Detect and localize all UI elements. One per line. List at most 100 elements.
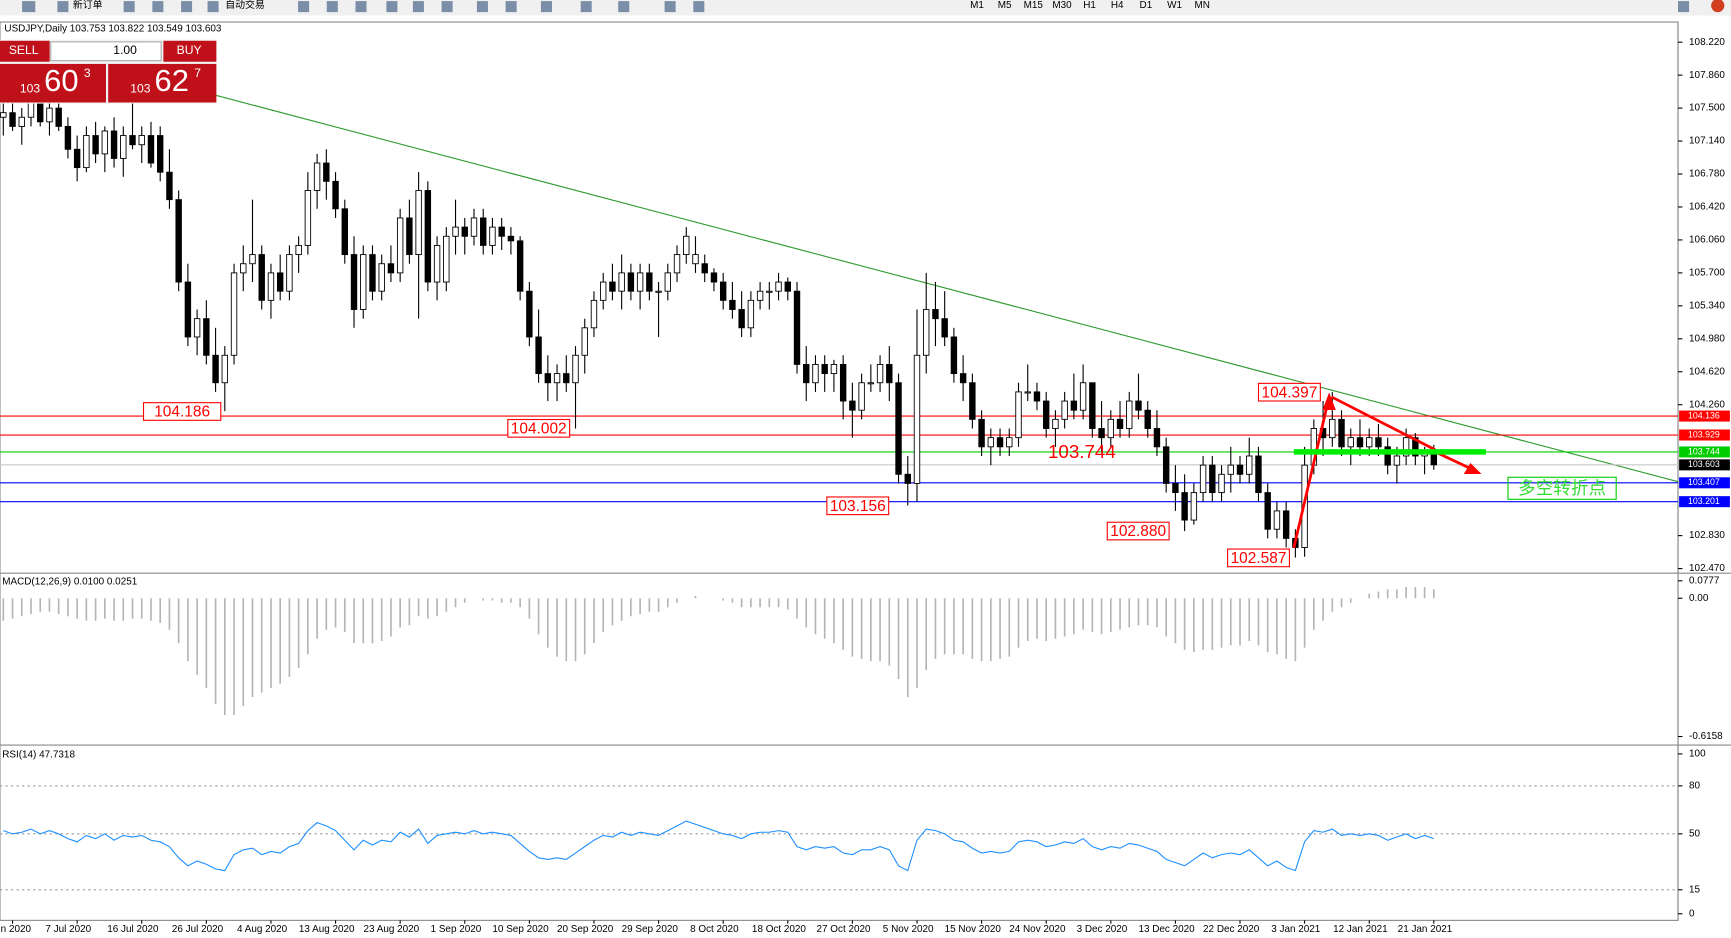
x-tick-label: 27 Oct 2020 (817, 924, 872, 935)
lot-input[interactable] (50, 41, 162, 62)
candle-body (1199, 464, 1207, 494)
auto-trading-button[interactable]: 自动交易 (225, 0, 265, 11)
candle-body (341, 208, 348, 256)
candle-body (1116, 418, 1124, 429)
candle-body (1218, 473, 1225, 494)
toolbar-icons (22, 0, 1725, 13)
candle-body (572, 354, 579, 384)
candle-body (655, 290, 662, 293)
candle-body (563, 373, 570, 384)
level-tag (1679, 496, 1730, 508)
candle-body (18, 116, 25, 127)
candle-body (839, 363, 847, 402)
candle-body (166, 171, 173, 201)
y-tick-label: 104.620 (1689, 366, 1725, 377)
timeframe-button[interactable]: M30 (1052, 0, 1072, 11)
new-order-button[interactable]: 新订单 (73, 0, 103, 11)
candle-body (627, 272, 635, 292)
candle-body (276, 272, 284, 292)
candle-body (1366, 437, 1373, 448)
bid-box[interactable] (0, 63, 106, 103)
candle-body (313, 162, 321, 191)
x-tick-label: 29 Sep 2020 (622, 924, 679, 935)
x-tick-label: 22 Dec 2020 (1203, 924, 1260, 935)
y-tick-label: 106.420 (1689, 202, 1725, 213)
candle-body (184, 281, 192, 338)
bid-main: 60 (44, 63, 78, 98)
last-price-tag (1679, 459, 1730, 471)
sell-button[interactable] (0, 40, 50, 62)
level-tag (1679, 477, 1730, 489)
candle-body (240, 263, 247, 274)
y-tick-label: 102.830 (1689, 530, 1725, 541)
ask-sup: 7 (194, 66, 201, 80)
x-tick-label: 23 Aug 2020 (363, 924, 419, 935)
candle-body (92, 135, 99, 155)
candle-body (1190, 492, 1198, 521)
last-price-label: 103.603 (1688, 459, 1720, 469)
candle-body (895, 382, 902, 475)
candle-body (996, 437, 1004, 448)
timeframe-button[interactable]: W1 (1167, 0, 1182, 11)
candle-body (673, 254, 681, 274)
candle-body (1227, 464, 1234, 475)
x-tick-label: 1 Sep 2020 (431, 924, 482, 935)
macd-tick-label: 0.00 (1689, 593, 1709, 604)
candle-body (480, 217, 487, 246)
candle-body (221, 354, 229, 384)
candle-body (1098, 428, 1105, 439)
candle-body (1172, 483, 1179, 494)
candle-body (812, 363, 819, 384)
ask-box[interactable] (108, 63, 217, 103)
candle-body (867, 382, 875, 385)
candle-body (452, 226, 459, 237)
candle-body (683, 235, 690, 256)
candle-body (230, 272, 238, 356)
timeframe-button[interactable]: M1 (970, 0, 984, 11)
candle-body (784, 281, 791, 292)
candle-body (443, 235, 450, 283)
candle-body (535, 336, 542, 375)
candle-body (1209, 464, 1216, 494)
annotation-label: 104.002 (511, 421, 567, 438)
candle-body (46, 107, 53, 123)
candle-body (286, 254, 293, 292)
turning-point-note: 多空转折点 (1518, 478, 1606, 498)
candle-body (406, 217, 413, 256)
level-label: 103.929 (1688, 429, 1720, 439)
candle-body (323, 162, 330, 182)
timeframe-button[interactable]: H1 (1083, 0, 1096, 11)
timeframe-button[interactable]: MN (1194, 0, 1209, 11)
timeframe-button[interactable]: H4 (1111, 0, 1124, 11)
candle-body (120, 135, 127, 159)
candle-body (1246, 455, 1253, 475)
y-tick-label: 108.220 (1689, 37, 1725, 48)
candle-body (544, 373, 552, 384)
candle-body (636, 272, 644, 292)
candle-body (830, 363, 838, 375)
candle-body (904, 473, 911, 484)
candle-body (664, 272, 672, 292)
y-tick-label: 107.860 (1689, 70, 1725, 81)
timeframe-button[interactable]: M15 (1024, 0, 1044, 11)
candle-body (516, 240, 524, 292)
annotation-label: 103.156 (830, 498, 886, 515)
y-tick-label: 102.470 (1689, 563, 1725, 574)
candle-body (1329, 418, 1336, 439)
level-tag (1679, 429, 1730, 441)
y-tick-label: 107.140 (1689, 136, 1725, 147)
candle-body (1255, 455, 1262, 494)
rsi-tick-label: 80 (1689, 781, 1701, 792)
candle-body (396, 217, 404, 274)
rsi-tick-label: 100 (1689, 749, 1706, 760)
x-tick-label: 5 Nov 2020 (883, 924, 934, 935)
x-tick-label: 16 Jul 2020 (107, 924, 159, 935)
x-tick-label: 13 Aug 2020 (299, 924, 355, 935)
timeframe-button[interactable]: D1 (1140, 0, 1153, 11)
buy-button[interactable] (163, 40, 217, 62)
candle-body (701, 263, 708, 274)
timeframe-button[interactable]: M5 (998, 0, 1012, 11)
x-tick-label: 12 Jan 2021 (1333, 924, 1388, 935)
x-tick-label: 26 Jul 2020 (172, 924, 224, 935)
x-tick-label: 7 Jul 2020 (45, 924, 91, 935)
